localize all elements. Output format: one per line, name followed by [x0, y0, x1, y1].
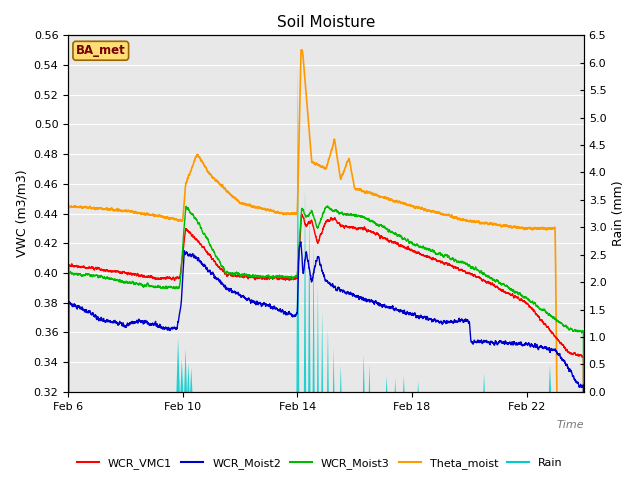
Y-axis label: VWC (m3/m3): VWC (m3/m3) — [15, 170, 28, 257]
Text: BA_met: BA_met — [76, 44, 125, 57]
Y-axis label: Rain (mm): Rain (mm) — [612, 181, 625, 246]
Title: Soil Moisture: Soil Moisture — [277, 15, 375, 30]
Legend: WCR_VMC1, WCR_Moist2, WCR_Moist3, Theta_moist, Rain: WCR_VMC1, WCR_Moist2, WCR_Moist3, Theta_… — [72, 453, 568, 474]
Text: Time: Time — [556, 420, 584, 431]
